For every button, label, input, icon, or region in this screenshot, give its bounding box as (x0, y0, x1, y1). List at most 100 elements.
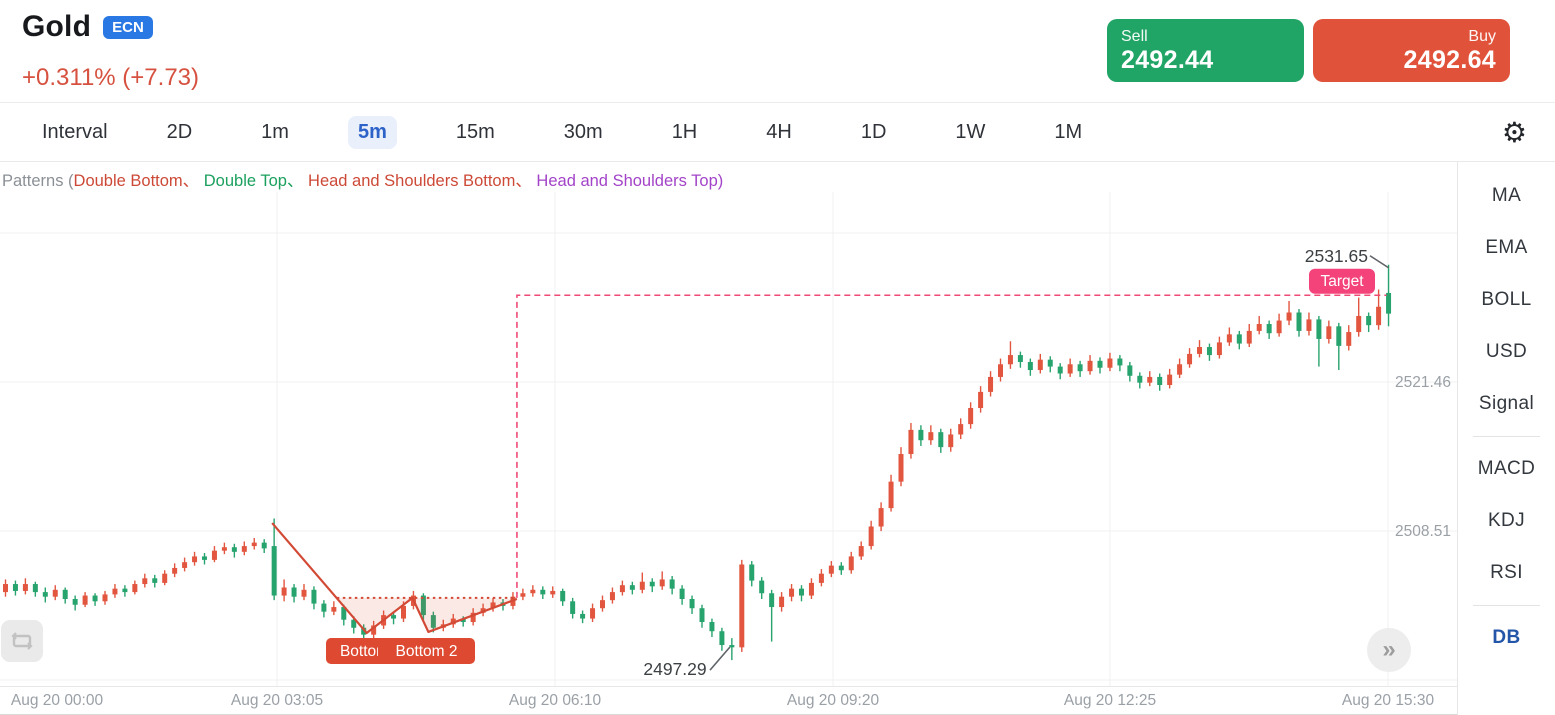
x-tick-label: Aug 20 09:20 (786, 692, 880, 709)
x-tick-label: Aug 20 06:10 (508, 692, 602, 709)
sell-label: Sell (1121, 28, 1148, 45)
high-pointer-line (1369, 255, 1389, 269)
candle-body (848, 556, 854, 571)
candle-body (908, 429, 914, 455)
sidebar-item-kdj[interactable]: KDJ (1487, 510, 1526, 531)
y-tick-label: 2508.51 (1395, 523, 1451, 540)
candle-body (958, 424, 964, 435)
sidebar-item-ma[interactable]: MA (1491, 185, 1522, 206)
candle-body (391, 615, 397, 619)
candle-body (540, 589, 546, 595)
candle-body (570, 601, 576, 614)
candle-body (1187, 353, 1193, 365)
candle-body (1047, 359, 1053, 367)
candle-body (1366, 315, 1372, 326)
pattern-legend-item-2: Head and Shoulders Bottom、 (308, 172, 537, 190)
candle-body (1286, 312, 1292, 321)
candlestick-chart[interactable]: 2521.46 2508.51 2531.65 Target 2497.29 Bottom… (0, 162, 1457, 686)
candle-body (609, 592, 615, 601)
candle-body (351, 619, 357, 628)
candle-body (92, 595, 98, 602)
tab-5m[interactable]: 5m (347, 116, 397, 149)
candle-body (1077, 364, 1083, 372)
gear-icon[interactable]: ⚙ (1501, 116, 1527, 148)
sell-button[interactable]: Sell 2492.44 (1107, 19, 1304, 82)
tab-1m[interactable]: 1m (261, 121, 289, 143)
tab-4H[interactable]: 4H (766, 121, 792, 143)
candle-body (1147, 376, 1153, 383)
candle-body (192, 556, 198, 563)
candle-body (779, 596, 785, 608)
candle-body (938, 432, 944, 448)
candle-body (72, 599, 78, 605)
buy-button[interactable]: Buy 2492.64 (1313, 19, 1510, 82)
candle-body (948, 434, 954, 448)
tab-1M[interactable]: 1M (1054, 121, 1083, 143)
candle-body (430, 615, 436, 628)
candle-body (301, 589, 307, 597)
candle-body (749, 564, 755, 581)
pattern-zigzag-line (271, 522, 518, 635)
candle-body (639, 581, 645, 590)
ecn-badge: ECN (103, 15, 153, 39)
pattern-chip (378, 638, 475, 664)
candle-body (470, 612, 476, 623)
candle-body (371, 625, 377, 635)
sidebar-item-ema[interactable]: EMA (1485, 237, 1528, 258)
candle-body (42, 592, 48, 597)
candle-body (669, 579, 675, 589)
candle-body (420, 595, 426, 616)
candle-body (878, 508, 884, 527)
candle-body (162, 573, 168, 583)
target-chip-label: Target (1320, 273, 1364, 290)
interval-label: Interval (42, 121, 108, 143)
tab-15m[interactable]: 15m (455, 121, 495, 143)
tab-1H[interactable]: 1H (671, 121, 698, 143)
tab-2D[interactable]: 2D (166, 121, 193, 143)
candle-body (112, 588, 118, 595)
sidebar-item-signal[interactable]: Signal (1478, 393, 1535, 414)
x-tick-label: Aug 20 03:05 (230, 692, 324, 709)
pattern-chip-label: Bottom (340, 643, 389, 660)
pattern-legend-item-1: Double Top、 (203, 172, 309, 190)
sidebar-item-usd[interactable]: USD (1485, 341, 1528, 362)
candle-body (560, 590, 566, 602)
candle-body (968, 408, 974, 425)
candle-body (221, 547, 227, 551)
candles-series (3, 264, 1392, 661)
candle-body (142, 578, 148, 585)
sidebar-item-db[interactable]: DB (1492, 627, 1521, 648)
candle-body (679, 588, 685, 600)
candle-body (629, 585, 635, 590)
sidebar-item-boll[interactable]: BOLL (1481, 289, 1532, 310)
sidebar-item-macd[interactable]: MACD (1477, 458, 1536, 479)
tab-1W[interactable]: 1W (955, 121, 986, 143)
candle-body (998, 364, 1003, 377)
candle-body (739, 564, 745, 648)
sidebar-item-rsi[interactable]: RSI (1490, 562, 1523, 583)
tab-1D[interactable]: 1D (860, 121, 887, 143)
candle-body (1007, 355, 1013, 365)
candle-body (62, 589, 68, 600)
candle-body (1276, 320, 1282, 334)
candle-body (490, 602, 496, 609)
rotate-screen-button[interactable] (1, 620, 43, 662)
candle-body (251, 542, 257, 547)
x-tick-label: Aug 20 15:30 (1341, 692, 1435, 709)
candle-body (1117, 358, 1123, 366)
sidebar-divider (1473, 436, 1540, 437)
candle-body (32, 584, 38, 593)
candle-body (1037, 359, 1043, 371)
candle-body (152, 578, 158, 583)
candle-body (858, 546, 864, 557)
tab-30m[interactable]: 30m (563, 121, 603, 143)
candle-body (1346, 332, 1352, 346)
candle-body (1097, 360, 1103, 368)
high-value-label: 2531.65 (1305, 246, 1368, 266)
candle-body (82, 595, 88, 605)
pattern-legend-item-3: Head and Shoulders Top) (536, 172, 724, 190)
expand-sidebar-button[interactable]: » (1367, 628, 1411, 672)
low-value-label: 2497.29 (643, 659, 706, 679)
candle-body (12, 584, 18, 591)
indicator-sidebar: MA EMA BOLL USD Signal MACD KDJ RSI DB (1457, 162, 1555, 715)
